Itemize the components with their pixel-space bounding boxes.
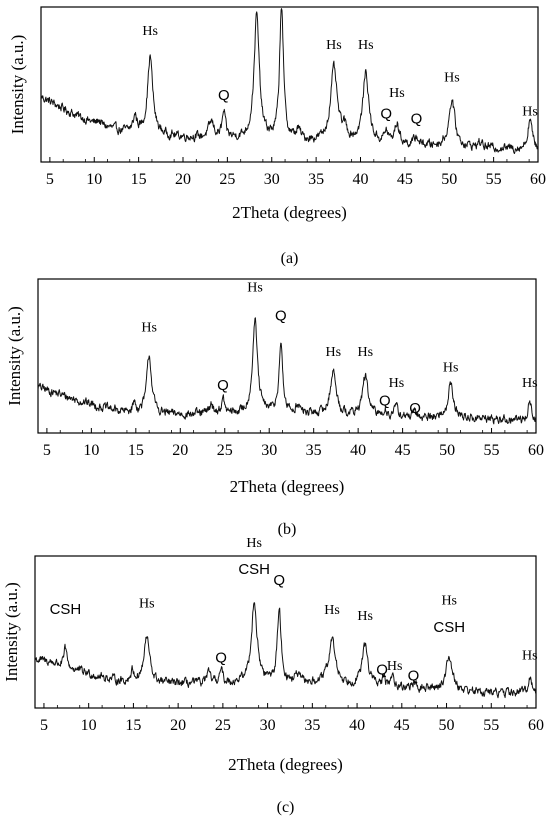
- x-tick-label: 45: [395, 442, 411, 459]
- x-tick-label: 30: [260, 717, 276, 734]
- x-tick-label: 15: [131, 171, 147, 188]
- x-tick-label: 60: [528, 717, 544, 734]
- x-tick-label: 25: [215, 717, 231, 734]
- x-tick-label: 25: [217, 442, 233, 459]
- peak-label-hs: Hs: [444, 70, 460, 85]
- x-tick-label: 35: [304, 717, 320, 734]
- peak-label-hs: Hs: [246, 536, 262, 551]
- x-tick-label: 60: [530, 171, 546, 188]
- x-tick-label: 10: [81, 717, 97, 734]
- peak-label-hs: Hs: [324, 603, 340, 618]
- x-tick-label: 55: [486, 171, 502, 188]
- plot-frame: [34, 555, 537, 709]
- x-axis-label: 2Theta (degrees): [228, 755, 343, 774]
- xrd-trace: [40, 8, 539, 154]
- x-tick-label: 25: [219, 171, 235, 188]
- x-tick-label: 5: [46, 171, 54, 188]
- x-tick-label: 20: [170, 717, 186, 734]
- peak-label-hs: Hs: [141, 320, 157, 335]
- xrd-panel-b: 5 10 15 20 25 30 35 40 45 50 55 60 2Theta (degrees) I…: [5, 278, 544, 538]
- x-tick-label: 40: [353, 171, 369, 188]
- peak-label-hs: Hs: [358, 38, 374, 53]
- x-tick-label: 5: [40, 717, 48, 734]
- peak-label-hs: Hs: [139, 597, 155, 612]
- x-tick-label: 30: [261, 442, 277, 459]
- x-tick-label: 10: [83, 442, 99, 459]
- peak-label-hs: Hs: [142, 24, 158, 39]
- peak-label-q: Q: [380, 106, 392, 123]
- x-tick-label: 40: [350, 442, 366, 459]
- peak-label-q: Q: [409, 400, 421, 417]
- x-tick-label: 50: [439, 717, 455, 734]
- x-axis-label: 2Theta (degrees): [230, 477, 345, 496]
- x-tick-label: 35: [308, 171, 324, 188]
- peak-label-q: Q: [411, 110, 423, 127]
- x-tick-label: 60: [528, 442, 544, 459]
- x-tick-label: 10: [86, 171, 102, 188]
- peak-label-q: Q: [376, 662, 388, 679]
- x-tick-label: 40: [349, 717, 365, 734]
- xrd-panel-a: 5 10 15 20 25 30 35 40 45 50 55 60 2Theta (degrees) I…: [8, 0, 546, 267]
- xrd-trace: [34, 602, 537, 699]
- peak-label-csh: CSH: [238, 561, 270, 578]
- peak-label-hs: Hs: [326, 38, 342, 53]
- peak-label-hs: Hs: [357, 345, 373, 360]
- panel-label: (b): [278, 521, 297, 538]
- plot-frame: [40, 6, 539, 163]
- peak-label-hs: Hs: [441, 594, 457, 609]
- peak-label-hs: Hs: [247, 280, 263, 295]
- panel-label: (a): [281, 250, 299, 267]
- xrd-trace: [37, 317, 537, 425]
- x-axis-label: 2Theta (degrees): [232, 203, 347, 222]
- x-tick-label: 15: [125, 717, 141, 734]
- x-tick-label: 55: [483, 717, 499, 734]
- x-tick-label: 55: [484, 442, 500, 459]
- peak-label-csh: CSH: [433, 619, 465, 636]
- x-tick-label: 35: [306, 442, 322, 459]
- peak-label-hs: Hs: [249, 0, 265, 2]
- x-tick-label: 50: [439, 442, 455, 459]
- peak-label-csh: CSH: [50, 601, 82, 618]
- peak-label-hs: Hs: [389, 376, 405, 391]
- peak-label-q: Q: [217, 377, 229, 394]
- peak-label-q: Q: [379, 392, 391, 409]
- peak-label-hs: Hs: [522, 105, 538, 120]
- panel-label: (c): [277, 799, 295, 816]
- peak-label-hs: Hs: [522, 648, 538, 663]
- peak-label-q: Q: [218, 87, 230, 104]
- y-axis-label: Intensity (a.u.): [5, 306, 24, 406]
- y-axis-label: Intensity (a.u.): [2, 582, 21, 682]
- x-tick-label: 15: [128, 442, 144, 459]
- y-axis-label: Intensity (a.u.): [8, 35, 27, 135]
- x-tick-label: 50: [441, 171, 457, 188]
- peak-label-hs: Hs: [325, 345, 341, 360]
- peak-label-hs: Hs: [387, 659, 403, 674]
- x-tick-label: 20: [172, 442, 188, 459]
- peak-label-q: Q: [275, 308, 287, 325]
- peak-label-hs: Hs: [357, 609, 373, 624]
- x-tick-label: 5: [43, 442, 51, 459]
- x-tick-label: 45: [397, 171, 413, 188]
- peak-label-q: Q: [215, 649, 227, 666]
- peak-label-hs: Hs: [522, 376, 538, 391]
- xrd-panel-c: 5 10 15 20 25 30 35 40 45 50 55 60 2Theta (degrees) I…: [2, 536, 544, 816]
- peak-label-hs: Hs: [443, 360, 459, 375]
- x-tick-label: 45: [394, 717, 410, 734]
- x-tick-label: 20: [175, 171, 191, 188]
- x-tick-label: 30: [264, 171, 280, 188]
- plot-frame: [37, 278, 537, 434]
- peak-label-q: Q: [273, 572, 285, 589]
- peak-label-hs: Hs: [389, 86, 405, 101]
- peak-label-q: Q: [408, 668, 420, 685]
